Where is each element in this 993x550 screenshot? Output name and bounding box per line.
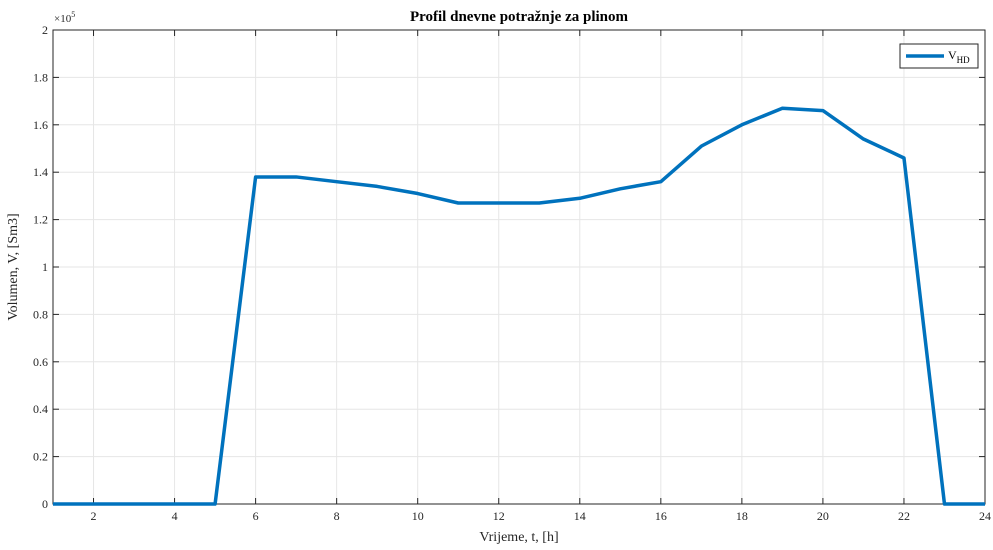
y-axis-exponent-power: 5 [71,10,75,19]
y-axis-exponent-base: ×10 [54,13,72,25]
y-axis-exponent: ×105 [54,10,75,25]
chart-title: Profil dnevne potražnje za plinom [410,9,629,25]
x-axis-label: Vrijeme, t, [h] [479,530,558,545]
x-tick-label: 14 [574,509,586,523]
legend: VHD [899,43,979,69]
axes [52,29,986,505]
y-tick-label: 0.2 [33,450,48,464]
x-tick-label: 6 [253,509,259,523]
series-lines [53,106,985,506]
y-tick-label: 0.8 [33,307,48,321]
axes-box [52,29,986,505]
x-tick-label: 20 [817,509,829,523]
tick-labels: 2 4 6 8 10 12 14 16 18 20 22 2400.20.40.60.811.21.4… [33,23,991,523]
series-line [53,106,985,506]
x-tick-label: 22 [898,509,910,523]
x-tick-label: 12 [493,509,505,523]
y-tick-label: 0.6 [33,355,48,369]
y-tick-label: 0 [42,497,48,511]
x-tick-label: 24 [979,509,991,523]
y-tick-label: 0.4 [33,402,48,416]
legend-label-subscript: HD [957,55,970,65]
legend-label: VHD [948,48,970,65]
legend-label-main: V [948,48,957,62]
y-tick-label: 2 [42,23,48,37]
x-tick-label: 8 [334,509,340,523]
y-tick-label: 1 [42,260,48,274]
x-tick-label: 16 [655,509,667,523]
x-tick-label: 2 [91,509,97,523]
y-axis-label: Volumen, V, [Sm3] [6,213,21,320]
y-tick-label: 1.8 [33,70,48,84]
x-tick-label: 4 [172,509,178,523]
y-tick-label: 1.4 [33,165,48,179]
y-tick-label: 1.6 [33,118,48,132]
y-tick-label: 1.2 [33,213,48,227]
x-tick-label: 18 [736,509,748,523]
x-tick-label: 10 [412,509,424,523]
